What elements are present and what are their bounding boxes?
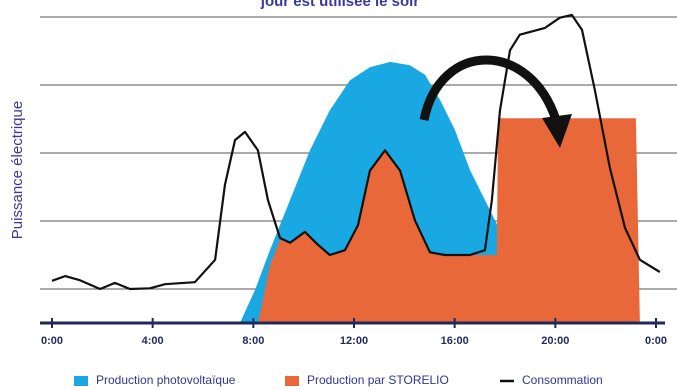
x-tick-label: 16:00 [441,335,469,347]
y-axis-label: Puissance électrique [9,101,26,239]
legend-label: Consommation [522,373,603,387]
x-tick-label: 0:00 [645,335,667,347]
axes: 0:00 4:00 8:00 12:00 16:00 20:00 0:00 [40,318,667,347]
legend-swatch [285,376,299,386]
arrow-curve [419,55,561,122]
x-tick-label: 4:00 [142,335,164,347]
legend-label: Production photovoltaïque [96,373,236,387]
legend-label: Production par STORELIO [307,373,449,387]
x-tick-label: 20:00 [541,335,569,347]
x-tick-label: 0:00 [41,335,63,347]
arrow-head [542,114,572,148]
x-tick-label: 12:00 [340,335,368,347]
chart-title: jour est utilisée le soir [260,0,420,10]
line [51,13,661,291]
plot [51,13,661,324]
legend-swatch [74,376,88,386]
x-tick-label: 8:00 [242,335,264,347]
area [257,118,640,323]
arrow [419,55,572,148]
legend: Production photovoltaïque Production par … [74,373,603,387]
